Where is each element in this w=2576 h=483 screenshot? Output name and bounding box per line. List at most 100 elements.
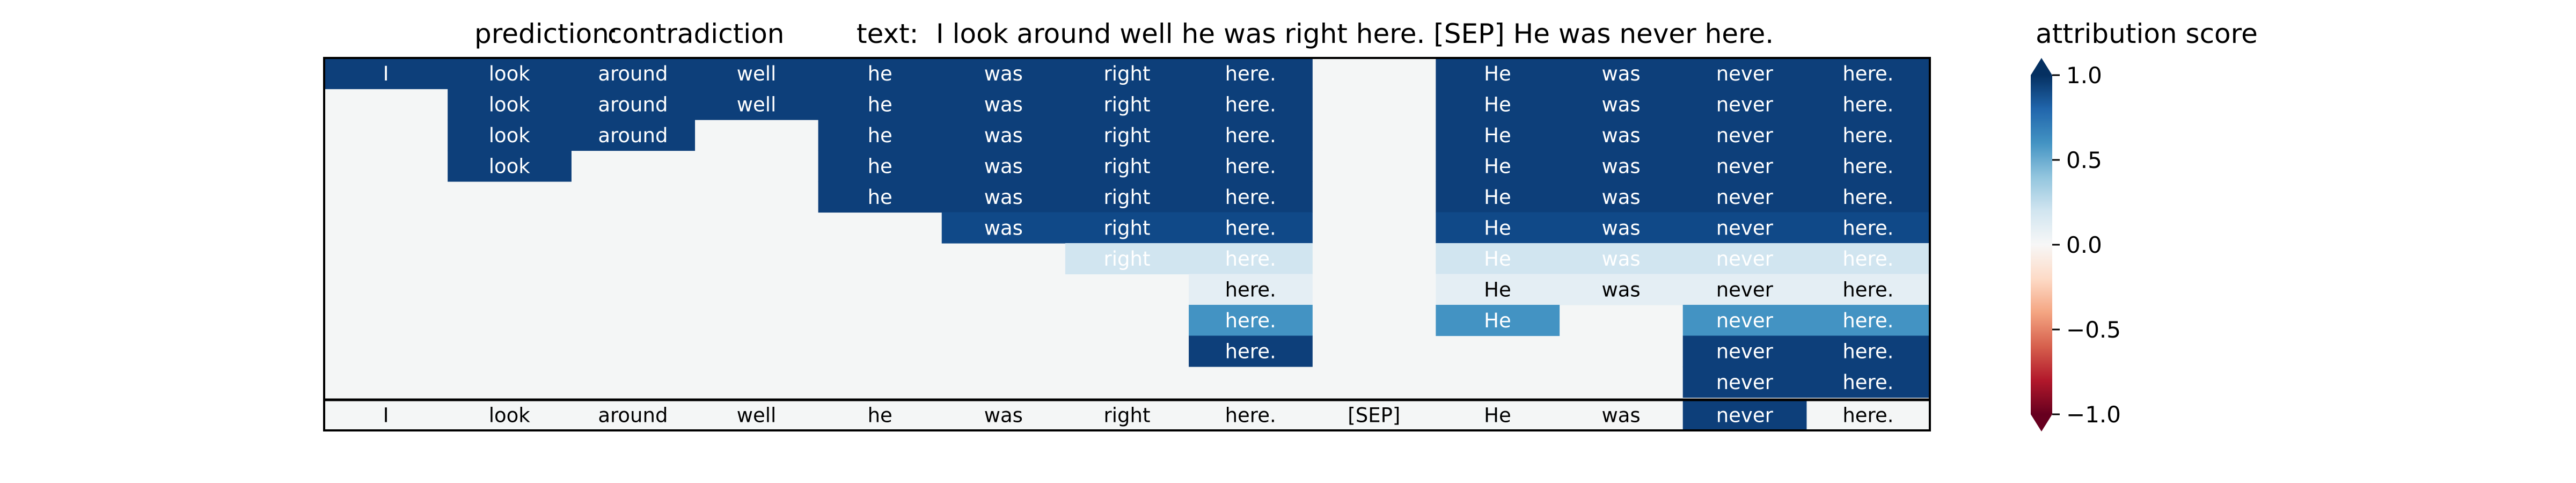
- attribution-row-6-cell: [941, 212, 1066, 244]
- text-label: text:: [857, 18, 919, 49]
- attribution-row-7-cell: [1682, 243, 1807, 275]
- attribution-row-8-cell: [1559, 274, 1684, 305]
- attribution-row-3-cell: [1682, 120, 1807, 151]
- attribution-row-9-cell: [1436, 305, 1560, 336]
- attribution-row-1-cell: [1682, 58, 1807, 90]
- attribution-row-1-cell: [1806, 58, 1930, 90]
- colorbar-tick-label: −0.5: [2066, 317, 2121, 343]
- attribution-row-1-token-label: never: [1716, 62, 1774, 85]
- attribution-row-5-token-label: right: [1104, 186, 1151, 209]
- attribution-row-7-token-label: here.: [1225, 247, 1276, 270]
- attribution-row-2-cell: [694, 89, 819, 120]
- token-row-token-label: was: [1602, 404, 1641, 427]
- attribution-row-2-token-label: look: [489, 93, 531, 116]
- attribution-row-3-token-label: was: [984, 124, 1023, 147]
- attribution-row-8-token-label: He: [1484, 278, 1511, 301]
- attribution-row-6-token-label: here.: [1842, 216, 1893, 239]
- token-row-token-label: around: [598, 404, 668, 427]
- attribution-row-5-token-label: he: [868, 186, 892, 209]
- attribution-row-5-cell: [1806, 181, 1930, 213]
- attribution-row-5-cell: [1559, 181, 1684, 213]
- token-row-token-label: here.: [1225, 404, 1276, 427]
- attribution-row-3-cell: [941, 120, 1066, 151]
- attribution-row-8-cell: [1806, 274, 1930, 305]
- token-row-token-label: here.: [1842, 404, 1893, 427]
- attribution-row-3-cell: [1065, 120, 1189, 151]
- attribution-row-6-token-label: was: [984, 216, 1023, 239]
- attribution-row-2-cell: [818, 89, 942, 120]
- attribution-row-4-token-label: was: [1602, 155, 1641, 178]
- attribution-row-2-cell: [448, 89, 572, 120]
- attribution-row-2-token-label: was: [1602, 93, 1641, 116]
- attribution-row-9-cell: [1806, 305, 1930, 336]
- attribution-row-5-cell: [941, 181, 1066, 213]
- colorbar-max-extension: [2031, 58, 2052, 75]
- attribution-row-1-token-label: he: [868, 62, 892, 85]
- attribution-row-8-cell: [1682, 274, 1807, 305]
- attribution-row-3-cell: [1559, 120, 1684, 151]
- attribution-row-5-cell: [1436, 181, 1560, 213]
- attribution-row-2-token-label: around: [598, 93, 668, 116]
- attribution-row-4-cell: [941, 150, 1066, 182]
- attribution-row-2-token-label: here.: [1842, 93, 1893, 116]
- attribution-row-3-token-label: around: [598, 124, 668, 147]
- attribution-row-4-cell: [1189, 150, 1313, 182]
- attribution-row-4-token-label: never: [1716, 155, 1774, 178]
- attribution-row-4-cell: [1436, 150, 1560, 182]
- attribution-row-4-token-label: here.: [1225, 155, 1276, 178]
- attribution-row-7-token-label: was: [1602, 247, 1641, 270]
- attribution-row-3-cell: [1436, 120, 1560, 151]
- attribution-row-10-token-label: never: [1716, 340, 1774, 363]
- token-row-token-label: never: [1716, 404, 1774, 427]
- attribution-row-6-token-label: right: [1104, 216, 1151, 239]
- attribution-row-5-token-label: here.: [1225, 186, 1276, 209]
- attribution-row-8-cell: [1436, 274, 1560, 305]
- attribution-row-1-token-label: here.: [1225, 62, 1276, 85]
- attribution-row-8-token-label: never: [1716, 278, 1774, 301]
- attribution-row-3-token-label: was: [1602, 124, 1641, 147]
- attribution-row-3-token-label: right: [1104, 124, 1151, 147]
- token-row-token-label: well: [737, 404, 777, 427]
- attribution-row-1-token-label: right: [1104, 62, 1151, 85]
- attribution-row-7-token-label: here.: [1842, 247, 1893, 270]
- attribution-row-11-token-label: here.: [1842, 371, 1893, 394]
- attribution-row-6-cell: [1436, 212, 1560, 244]
- attribution-row-1-cell: [694, 58, 819, 90]
- attribution-row-9-token-label: never: [1716, 309, 1774, 332]
- attribution-row-5-token-label: never: [1716, 186, 1774, 209]
- attribution-row-1-token-label: here.: [1842, 62, 1893, 85]
- attribution-row-7-cell: [1065, 243, 1189, 275]
- attribution-row-7-cell: [1189, 243, 1313, 275]
- token-row-token-label: He: [1484, 404, 1511, 427]
- heatmap-cells: [324, 58, 1930, 431]
- token-row-token-label: he: [868, 404, 892, 427]
- attribution-row-1-cell: [1559, 58, 1684, 90]
- attribution-row-3-cell: [1806, 120, 1930, 151]
- attribution-row-3-token-label: never: [1716, 124, 1774, 147]
- attribution-row-10-token-label: here.: [1842, 340, 1893, 363]
- attribution-row-1-token-label: He: [1484, 62, 1511, 85]
- attribution-row-1-token-label: was: [984, 62, 1023, 85]
- attribution-row-2-token-label: never: [1716, 93, 1774, 116]
- attribution-row-8-token-label: was: [1602, 278, 1641, 301]
- token-row-token-label: I: [383, 404, 389, 427]
- attribution-row-5-token-label: was: [984, 186, 1023, 209]
- attribution-row-1-cell: [818, 58, 942, 90]
- attribution-row-5-token-label: He: [1484, 186, 1511, 209]
- attribution-row-6-token-label: never: [1716, 216, 1774, 239]
- token-row-token-label: look: [489, 404, 531, 427]
- attribution-row-1-token-label: around: [598, 62, 668, 85]
- attribution-row-2-token-label: right: [1104, 93, 1151, 116]
- attribution-row-5-cell: [1189, 181, 1313, 213]
- attribution-row-4-cell: [1065, 150, 1189, 182]
- attribution-row-9-cell: [1682, 305, 1807, 336]
- attribution-row-5-cell: [1065, 181, 1189, 213]
- attribution-row-9-token-label: here.: [1225, 309, 1276, 332]
- attribution-row-1-cell: [448, 58, 572, 90]
- attribution-row-2-cell: [571, 89, 696, 120]
- attribution-row-7-cell: [1436, 243, 1560, 275]
- attribution-row-7-cell: [1559, 243, 1684, 275]
- colorbar-min-extension: [2031, 414, 2052, 431]
- attribution-row-6-token-label: He: [1484, 216, 1511, 239]
